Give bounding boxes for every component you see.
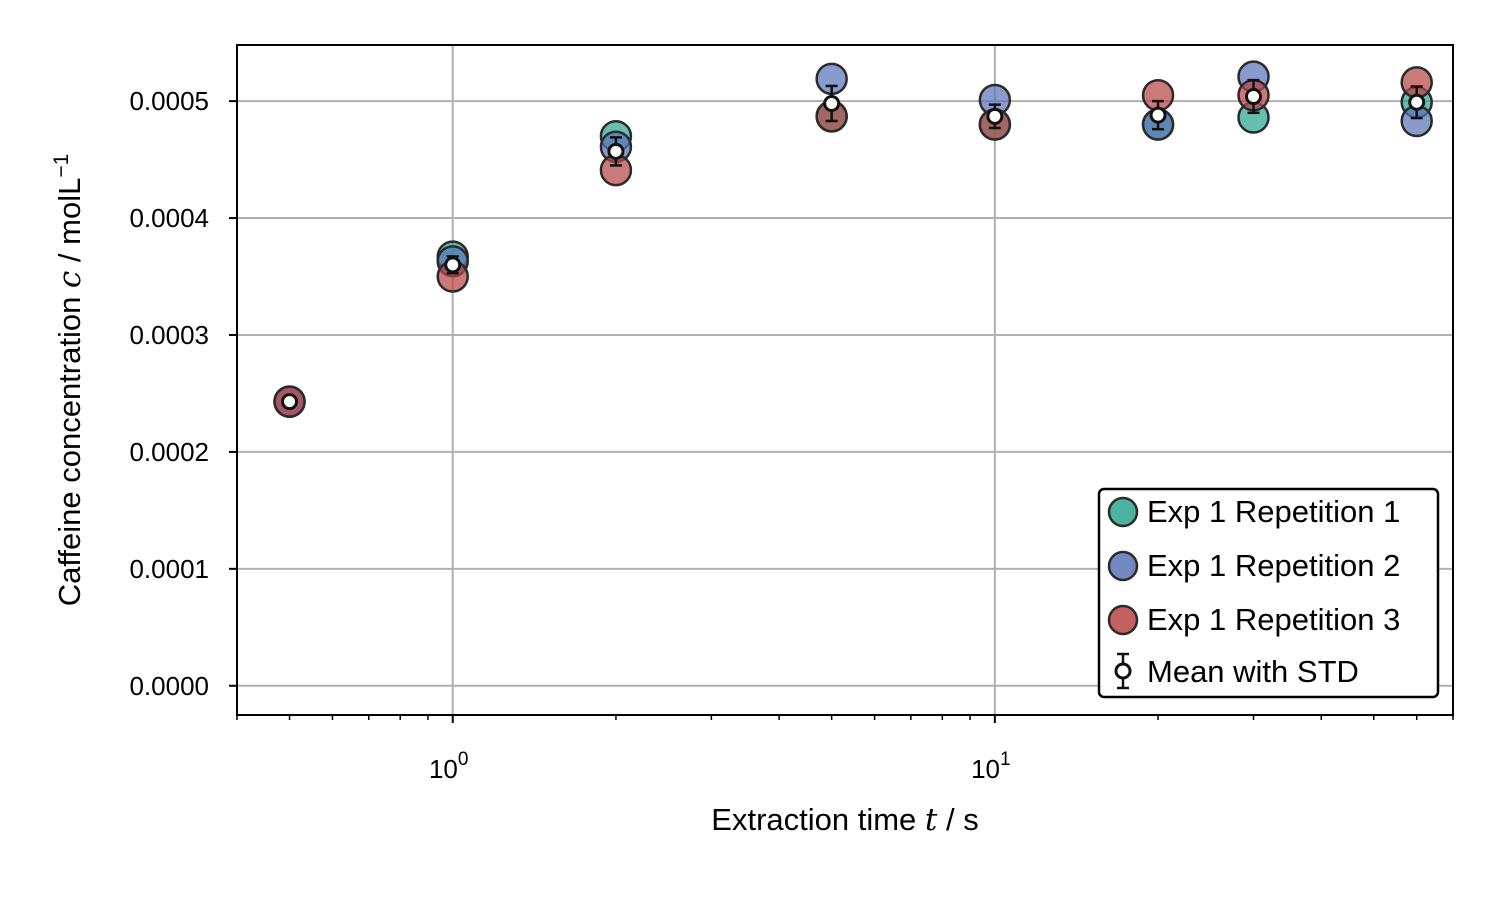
y-axis-ticks: 0.0000 0.0001 0.0002 0.0003 0.0004 0.0005 [129, 86, 237, 701]
mean-point [1149, 99, 1167, 131]
mean-point [823, 84, 841, 123]
mean-point [1245, 78, 1263, 115]
y-tick-label: 0.0002 [129, 437, 209, 467]
mean-point [281, 393, 299, 411]
y-tick-label: 0.0000 [129, 671, 209, 701]
mean-point [607, 136, 625, 167]
y-tick-label: 0.0003 [129, 320, 209, 350]
x-axis-ticks: 100 101 [236, 715, 1454, 784]
plot-frame [236, 44, 1454, 716]
legend-label-rep1: Exp 1 Repetition 1 [1147, 494, 1400, 529]
y-axis-label: Caffeine concentration c / molL−1 [50, 154, 88, 607]
legend-label-rep2: Exp 1 Repetition 2 [1147, 548, 1400, 583]
y-tick-label: 0.0004 [129, 203, 209, 233]
y-tick-label: 0.0001 [129, 554, 209, 584]
data-markers [273, 60, 1433, 418]
legend-box [1097, 487, 1440, 699]
x-axis-label: Extraction time t / s [711, 802, 978, 838]
legend-marker-mean [1114, 652, 1132, 690]
mean-point [1408, 85, 1426, 120]
legend-label-mean: Mean with STD [1147, 654, 1359, 689]
mean-point [444, 255, 462, 275]
legend-marker-rep3 [1107, 604, 1139, 636]
legend-marker-rep1 [1107, 496, 1139, 528]
legend-marker-rep2 [1107, 550, 1139, 582]
mean-markers [281, 78, 1426, 411]
mean-point [986, 103, 1004, 130]
legend: Exp 1 Repetition 1 Exp 1 Repetition 2 Ex… [1097, 487, 1440, 699]
x-tick-label: 101 [971, 749, 1011, 784]
y-tick-label: 0.0005 [129, 86, 209, 116]
legend-label-rep3: Exp 1 Repetition 3 [1147, 602, 1400, 637]
x-tick-label: 100 [429, 749, 469, 784]
